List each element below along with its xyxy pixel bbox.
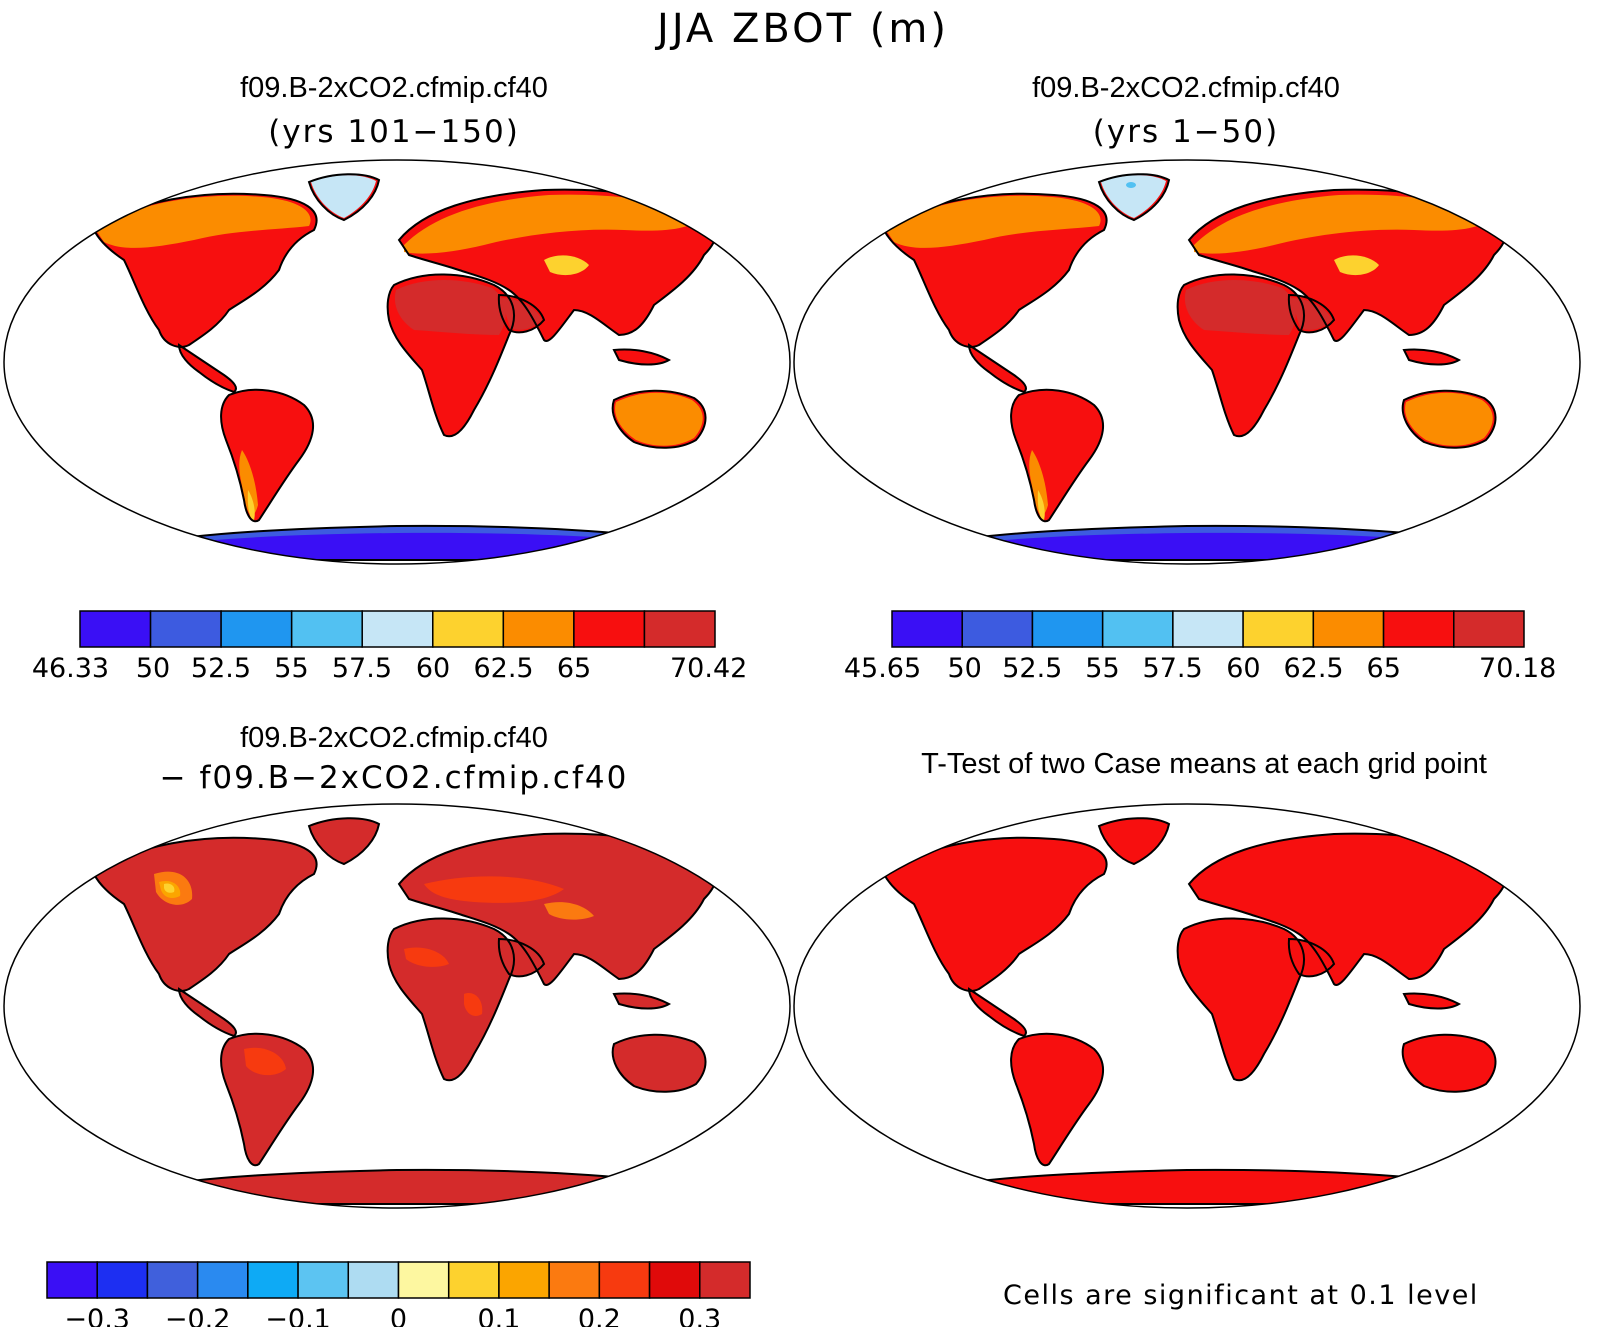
colorbar-swatch [1312,610,1385,648]
colorbar-swatch [699,1261,751,1299]
colorbar-swatch [96,1261,149,1299]
colorbar-label: 62.5 [1283,653,1343,684]
panel-subtitle-bottom-left: − f09.B−2xCO2.cfmip.cf40 [159,760,629,796]
colorbar-swatch [598,1261,651,1299]
colorbar-label: 55 [1085,653,1119,684]
colorbar-swatch [891,610,963,648]
colorbar-top-left: 46.33 50 52.5 55 57.5 60 62.5 65 70.42 [32,610,747,684]
colorbar-swatch [1101,610,1174,648]
colorbar-label: 52.5 [191,653,251,684]
colorbar-bottom-left: −0.3 −0.2 −0.1 0 0.1 0.2 0.3 [46,1261,751,1327]
colorbar-label: 62.5 [473,653,533,684]
colorbar-swatch [1031,610,1104,648]
colorbar-swatch [347,1261,400,1299]
colorbar-swatch [648,1261,701,1299]
colorbar-swatch [361,610,434,648]
panel-title-bottom-left: f09.B-2xCO2.cfmip.cf40 [240,722,548,754]
map-bottom-right [813,817,1555,1205]
colorbar-label: 0.2 [578,1304,621,1327]
colorbar-label: 60 [416,653,450,684]
colorbar-swatch [149,610,222,648]
panel-subtitle-top-left: (yrs 101−150) [268,114,520,150]
colorbar-label: 55 [274,653,308,684]
colorbar-swatch [548,1261,601,1299]
colorbar-label: 0.1 [477,1304,520,1327]
colorbar-top-right: 45.65 50 52.5 55 57.5 60 62.5 65 70.18 [844,610,1556,684]
colorbar-label: 70.42 [670,653,747,684]
colorbar-label: 50 [136,653,170,684]
page-title: JJA ZBOT (m) [657,6,949,52]
map-bottom-left [23,817,765,1205]
colorbar-label: 65 [1367,653,1401,684]
colorbar-swatch [447,1261,500,1299]
colorbar-label: 45.65 [844,653,921,684]
colorbar-swatch [146,1261,199,1299]
panel-title-top-right: f09.B-2xCO2.cfmip.cf40 [1032,72,1340,104]
colorbar-swatch [220,610,293,648]
colorbar-label: 50 [948,653,982,684]
panel-title-bottom-right: T-Test of two Case means at each grid po… [921,748,1487,780]
colorbar-label: 70.18 [1479,653,1556,684]
colorbar-swatch [573,610,646,648]
colorbar-label: −0.2 [165,1304,231,1327]
colorbar-swatch [247,1261,299,1299]
colorbar-label: 46.33 [32,653,109,684]
panel-title-top-left: f09.B-2xCO2.cfmip.cf40 [240,72,548,104]
colorbar-swatch [196,1261,249,1299]
colorbar-swatch [297,1261,350,1299]
colorbar-swatch [397,1261,450,1299]
colorbar-label: 0 [390,1304,407,1327]
colorbar-swatch [502,610,575,648]
colorbar-swatch [643,610,716,648]
map-top-right [813,173,1555,561]
colorbar-label: 52.5 [1002,653,1062,684]
colorbar-label: 57.5 [332,653,392,684]
colorbar-swatch [290,610,363,648]
colorbar-swatch [1172,610,1244,648]
colorbar-swatch [79,610,152,648]
colorbar-swatch [1382,610,1455,648]
colorbar-label: −0.3 [64,1304,130,1327]
colorbar-label: 60 [1226,653,1260,684]
colorbar-swatch [961,610,1034,648]
colorbar-label: −0.1 [265,1304,331,1327]
colorbar-label: 57.5 [1143,653,1203,684]
significance-note: Cells are significant at 0.1 level [1003,1280,1479,1311]
map-top-left [23,173,765,561]
colorbar-swatch [46,1261,98,1299]
colorbar-label: 0.3 [678,1304,721,1327]
colorbar-swatch [498,1261,550,1299]
colorbar-swatch [1453,610,1525,648]
colorbar-swatch [1242,610,1315,648]
panel-subtitle-top-right: (yrs 1−50) [1092,114,1280,150]
colorbar-label: 65 [557,653,591,684]
colorbar-swatch [432,610,505,648]
